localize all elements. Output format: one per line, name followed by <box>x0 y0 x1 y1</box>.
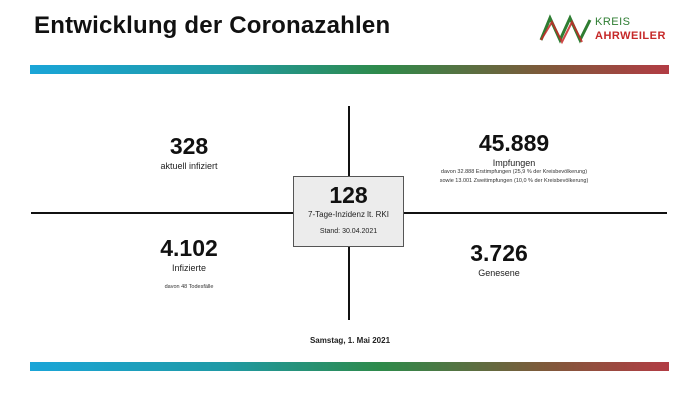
stat-vaccinations: 45.889 Impfungen davon 32.888 Erstimpfun… <box>429 130 599 185</box>
page-title: Entwicklung der Coronazahlen <box>34 12 391 39</box>
incidence-value: 128 <box>329 182 368 208</box>
stat-value: 45.889 <box>478 130 550 156</box>
stat-label: Impfungen <box>492 158 536 169</box>
stat-detail: sowie 13.001 Zweitimpfungen (10,0 % der … <box>439 177 589 184</box>
stat-detail: davon 48 Todesfälle <box>164 284 214 291</box>
top-gradient-bar <box>30 65 669 74</box>
bottom-gradient-bar <box>30 362 669 371</box>
logo-wave-icon <box>539 14 592 45</box>
stat-detail: davon 32.888 Erstimpfungen (25,9 % der K… <box>440 169 588 176</box>
logo-line-1: KREIS <box>595 16 631 28</box>
incidence-box: 128 7-Tage-Inzidenz lt. RKI Stand: 30.04… <box>293 176 404 247</box>
stat-value: 3.726 <box>470 240 528 266</box>
stat-label: aktuell infiziert <box>160 161 218 172</box>
stat-infected-current: 328 aktuell infiziert <box>119 133 259 172</box>
stat-recovered: 3.726 Genesene <box>429 240 569 279</box>
footer-date: Samstag, 1. Mai 2021 <box>309 336 391 345</box>
stat-label: Genesene <box>478 268 520 279</box>
stat-value: 328 <box>169 133 209 159</box>
incidence-stand: Stand: 30.04.2021 <box>319 228 378 236</box>
stat-value: 4.102 <box>160 235 218 261</box>
kreis-ahrweiler-logo: KREIS AHRWEILER <box>538 10 668 50</box>
stat-infected-total: 4.102 Infizierte davon 48 Todesfälle <box>119 235 259 292</box>
incidence-label: 7-Tage-Inzidenz lt. RKI <box>308 210 389 220</box>
logo-line-2: AHRWEILER <box>595 30 666 42</box>
stat-label: Infizierte <box>171 263 206 274</box>
